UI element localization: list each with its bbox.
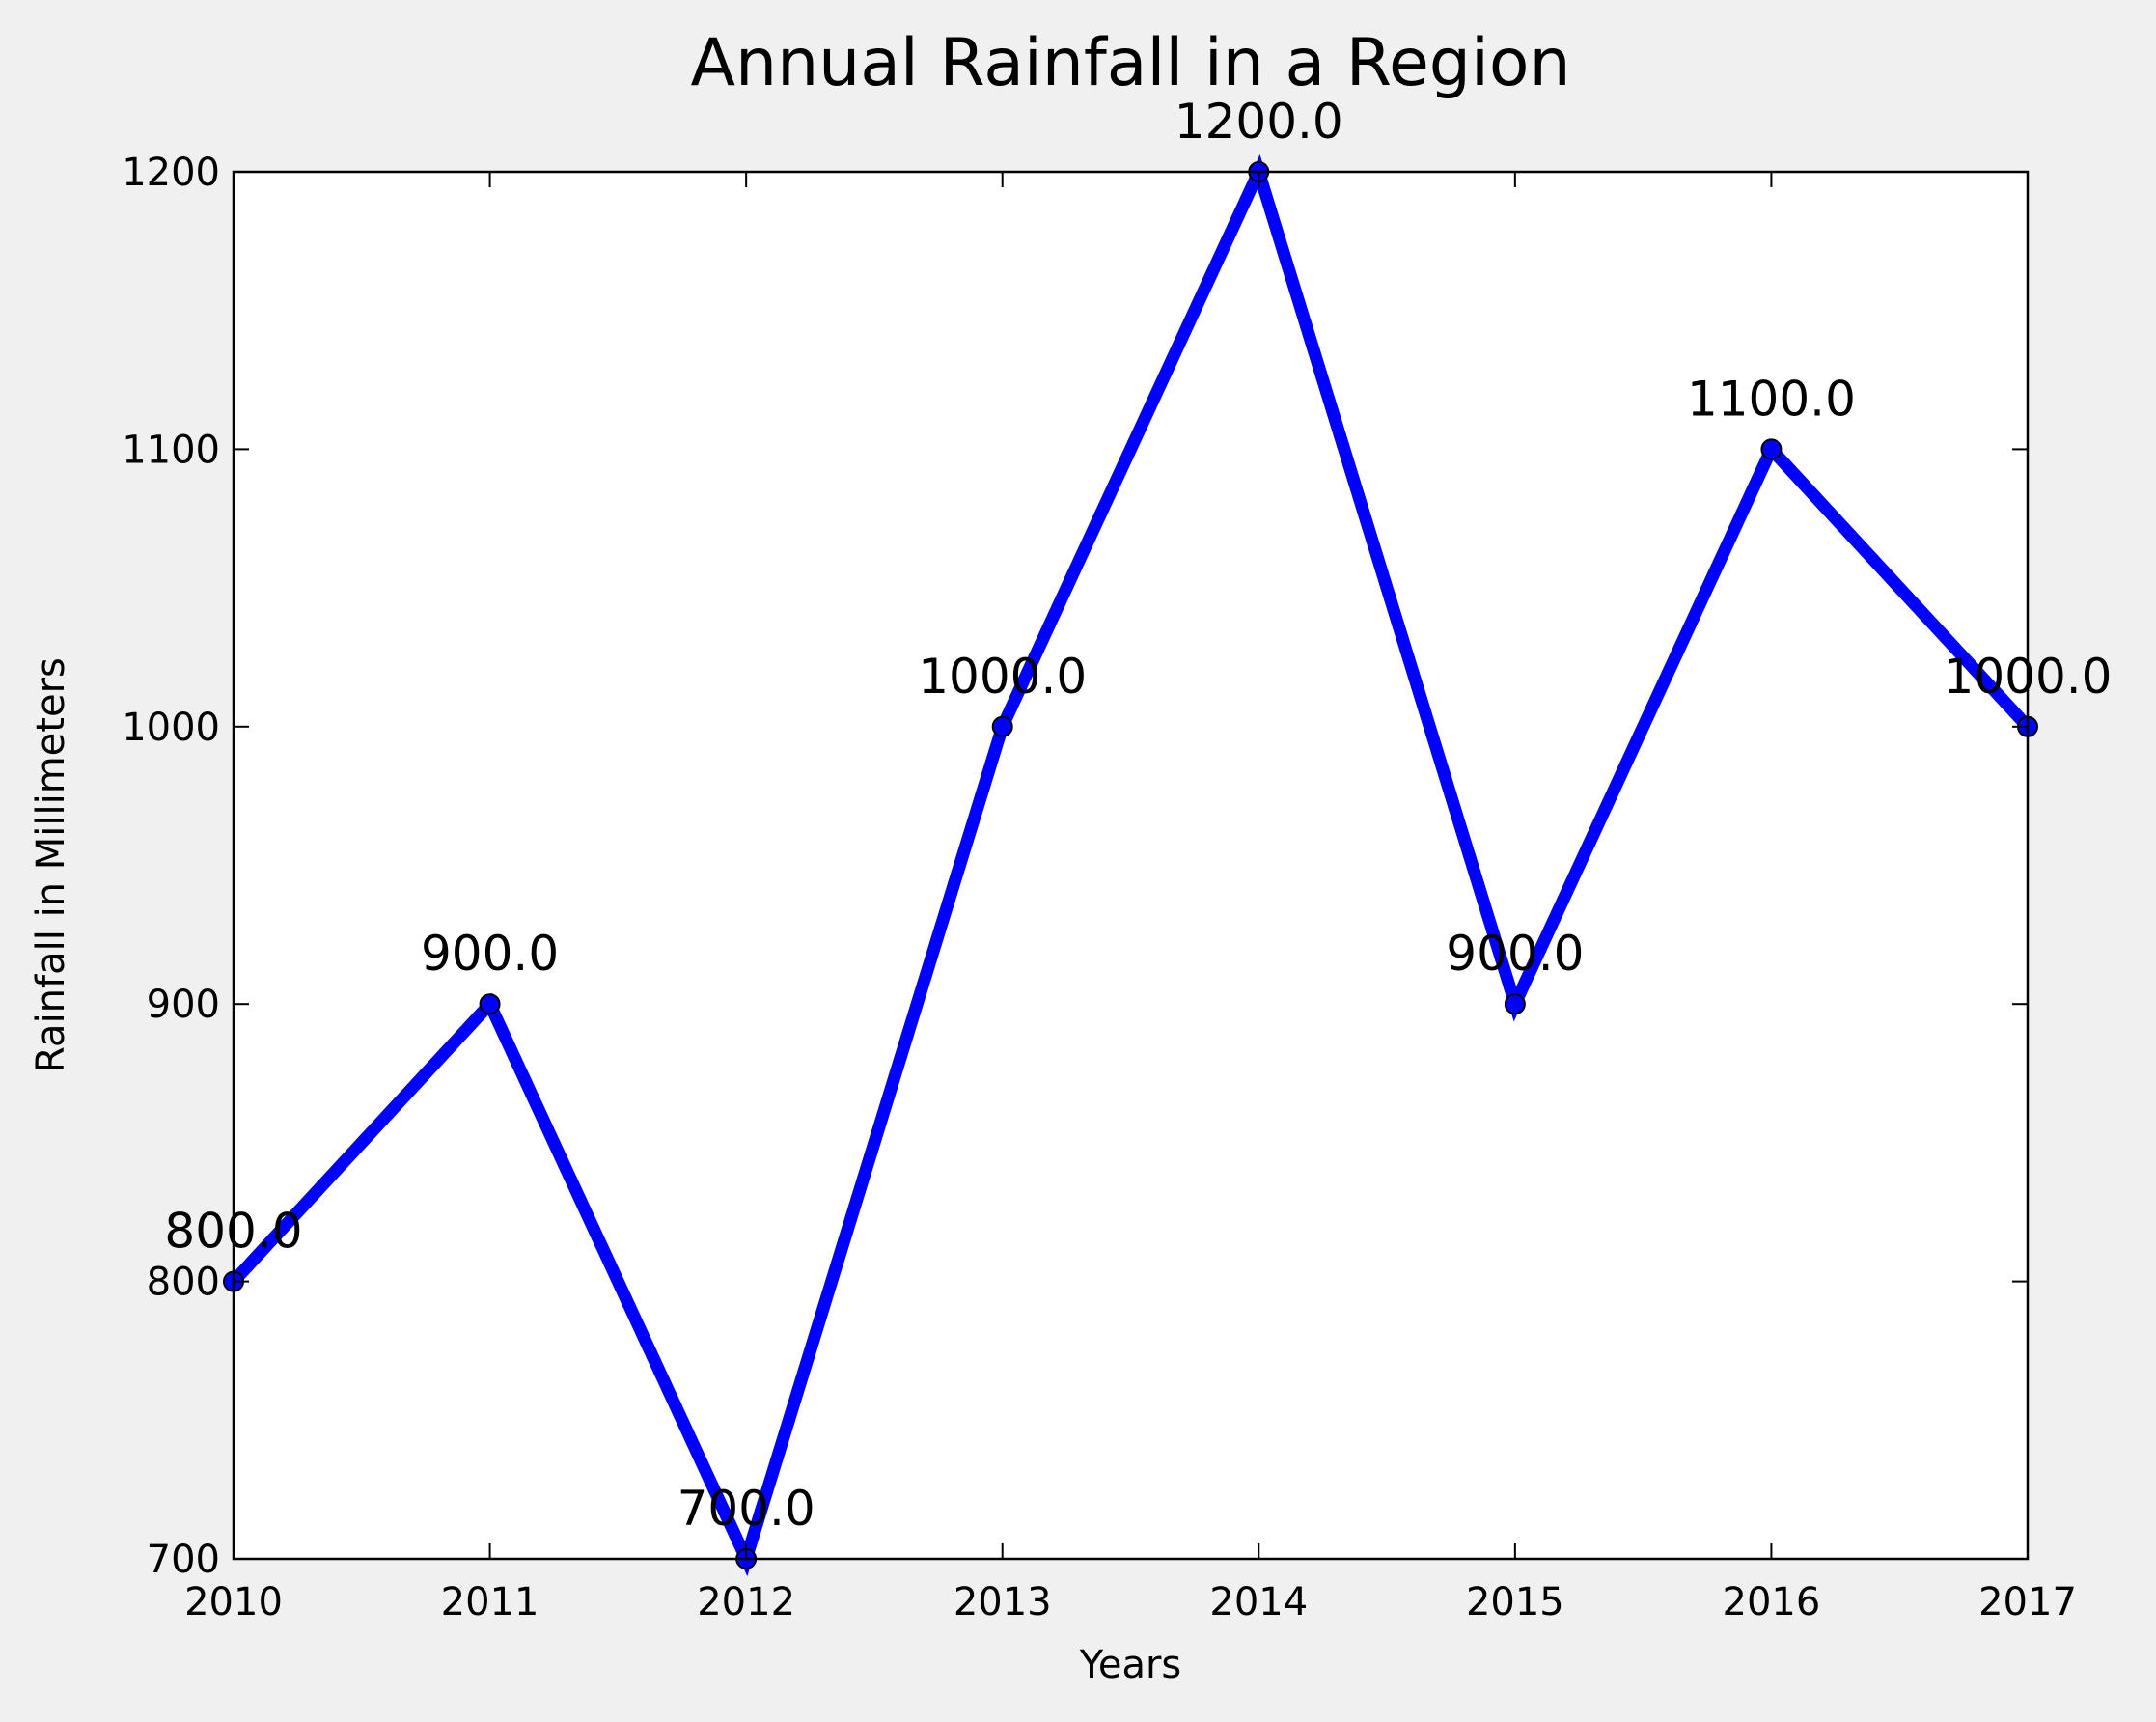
ticks-layer: 2010 2011 2012 2013 2014 2015 2016 2017 700 800 90…	[122, 151, 2077, 1625]
x-tick-label: 2012	[697, 1580, 795, 1625]
x-tick-label: 2017	[1978, 1580, 2077, 1625]
data-label: 1100.0	[1687, 371, 1856, 427]
x-axis-label: Years	[1079, 1643, 1182, 1687]
x-tick-label: 2014	[1209, 1580, 1308, 1625]
plot-frame	[232, 170, 2030, 1561]
x-tick-label: 2015	[1466, 1580, 1564, 1625]
data-point	[1504, 993, 1526, 1015]
x-tick-label: 2011	[441, 1580, 539, 1625]
chart-title: Annual Rainfall in a Region	[690, 25, 1570, 101]
y-axis-label: Rainfall in Millimeters	[29, 657, 73, 1073]
data-label: 800.0	[164, 1204, 302, 1260]
data-label: 1200.0	[1175, 94, 1343, 150]
data-point	[991, 715, 1013, 737]
data-label: 900.0	[1446, 926, 1584, 982]
series-layer	[223, 153, 2038, 1577]
data-labels-layer: 800.0 900.0 700.0 1000.0 1200.0 900.0 1100.0 10…	[164, 94, 2112, 1537]
y-tick-label: 1000	[122, 706, 220, 750]
data-label: 1000.0	[1944, 649, 2113, 705]
x-tick-label: 2013	[954, 1580, 1052, 1625]
x-tick-label: 2016	[1723, 1580, 1821, 1625]
data-label: 900.0	[421, 926, 559, 982]
x-tick-label: 2010	[184, 1580, 283, 1625]
y-tick-label: 1200	[122, 151, 220, 195]
plot-area	[234, 172, 2028, 1559]
data-point	[1760, 438, 1783, 460]
y-tick-label: 700	[147, 1538, 220, 1582]
data-label: 700.0	[677, 1481, 815, 1537]
data-label: 1000.0	[918, 649, 1087, 705]
series-line	[229, 153, 2032, 1577]
data-point	[479, 993, 501, 1015]
y-tick-label: 800	[147, 1261, 220, 1305]
y-tick-label: 1100	[122, 428, 220, 472]
y-tick-label: 900	[147, 983, 220, 1027]
